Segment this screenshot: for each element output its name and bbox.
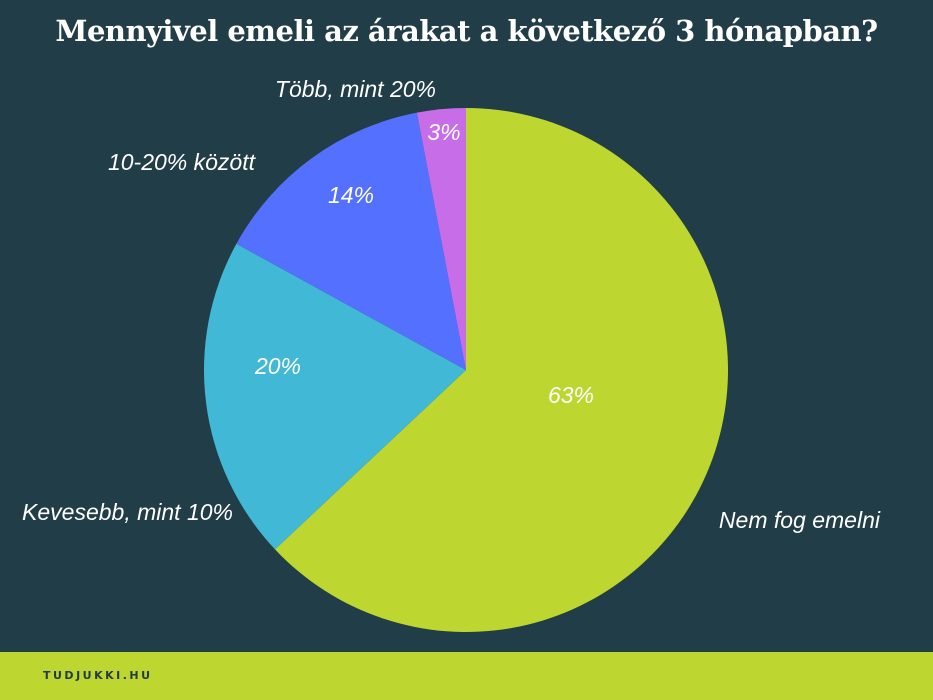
pie-slice-3: [236, 112, 466, 370]
pie-slice-1: [275, 108, 728, 632]
slice-value-label-4: 3%: [427, 119, 460, 145]
pie-slice-4: [416, 108, 466, 370]
slice-value-label-1: 63%: [548, 382, 594, 408]
chart-title: Mennyivel emeli az árakat a következő 3 …: [55, 14, 878, 48]
slice-category-label-2: Kevesebb, mint 10%: [22, 499, 233, 525]
pie-slice-2: [203, 243, 466, 550]
slice-value-label-2: 20%: [254, 353, 301, 379]
slice-category-label-3: 10-20% között: [108, 149, 257, 175]
pie-chart: 63% Nem fog emelni 20% Kevesebb, mint 10% 14…: [22, 76, 881, 632]
footer-brand: TUDJUKKI.HU: [43, 669, 153, 682]
slice-category-label-1: Nem fog emelni: [719, 507, 881, 533]
footer-bar: TUDJUKKI.HU: [0, 652, 933, 700]
slice-value-label-3: 14%: [328, 182, 374, 208]
slice-category-label-4: Több, mint 20%: [275, 76, 436, 102]
